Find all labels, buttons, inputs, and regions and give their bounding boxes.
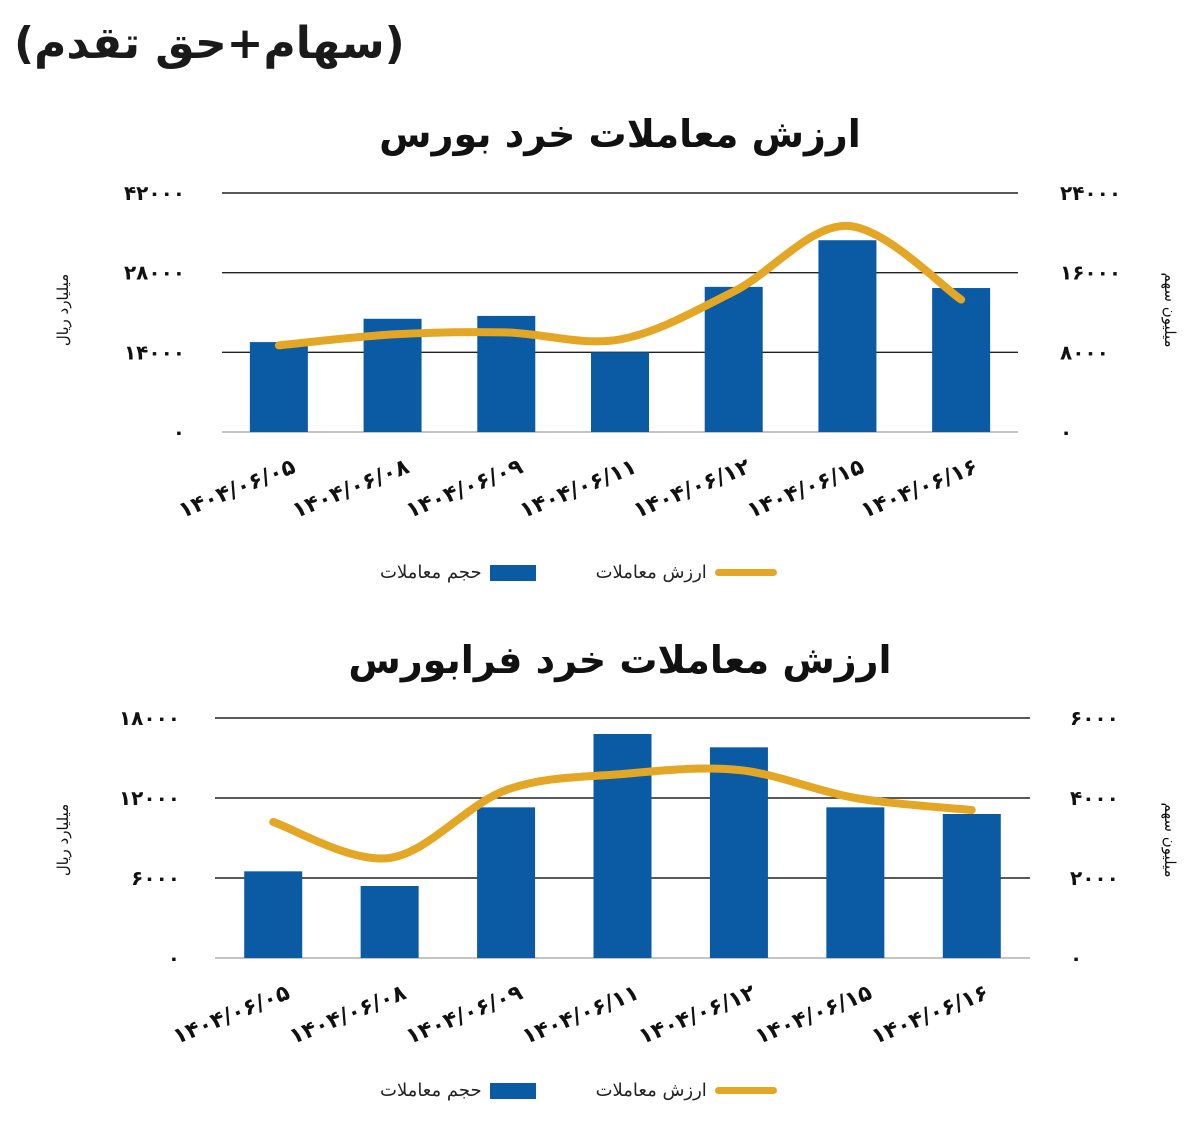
- left-tick-label: ۶۰۰۰: [131, 866, 180, 890]
- header-note: (سهام+حق تقدم): [14, 18, 405, 69]
- chart-title: ارزش معاملات خرد بورس: [379, 112, 861, 156]
- legend-bar-swatch: [489, 564, 536, 581]
- left-tick-label: ۴۲۰۰۰: [124, 181, 185, 205]
- left-tick-label: ۰: [168, 946, 180, 970]
- bar: [709, 747, 768, 958]
- bar: [244, 871, 303, 958]
- category-label: ۱۴۰۴/۰۶/۱۲: [635, 980, 759, 1050]
- bar: [591, 352, 649, 432]
- bar: [249, 342, 308, 432]
- y-axis-label-left: میلیارد ریال: [54, 274, 72, 346]
- right-tick-label: ۲۰۰۰: [1070, 866, 1119, 890]
- legend-label-volume: حجم معاملات: [380, 562, 482, 583]
- right-tick-label: ۶۰۰۰: [1070, 706, 1119, 730]
- right-tick-label: ۰: [1060, 420, 1072, 444]
- legend-item-volume: حجم معاملات: [380, 562, 536, 583]
- chart-title: ارزش معاملات خرد فرابورس: [348, 638, 892, 682]
- bar: [826, 807, 885, 958]
- chart-bourse: ارزش معاملات خرد بورس ۰ ۰ ۱۴۰۰۰ ۸۰۰۰ ۲۸۰۰۰ ۱۶…: [0, 100, 1200, 620]
- bar: [593, 734, 652, 958]
- legend-line-swatch: [714, 1087, 777, 1094]
- right-tick-label: ۸۰۰۰: [1060, 340, 1109, 364]
- category-label: ۱۴۰۴/۰۶/۰۵: [170, 980, 294, 1049]
- bar: [818, 240, 877, 432]
- category-label: ۱۴۰۴/۰۶/۰۵: [175, 454, 299, 523]
- chart-plot-bourse: ۰ ۰ ۱۴۰۰۰ ۸۰۰۰ ۲۸۰۰۰ ۱۶۰۰۰ ۴۲۰۰۰ ۲۴۰۰۰ میلیارد ر…: [54, 181, 1179, 524]
- chart-legend: ارزش معاملات حجم معاملات: [380, 1080, 777, 1101]
- category-label: ۱۴۰۴/۰۶/۱۶: [868, 980, 992, 1049]
- category-label: ۱۴۰۴/۰۶/۰۸: [286, 980, 410, 1050]
- category-label: ۱۴۰۴/۰۶/۰۸: [289, 454, 413, 524]
- right-tick-label: ۲۴۰۰۰: [1060, 181, 1121, 205]
- bar: [704, 286, 763, 432]
- category-label: ۱۴۰۴/۰۶/۰۹: [402, 980, 526, 1049]
- right-tick-label: ۱۶۰۰۰: [1060, 261, 1121, 285]
- right-tick-label: ۰: [1070, 946, 1082, 970]
- left-tick-label: ۱۲۰۰۰: [119, 786, 180, 810]
- chart-plot-farabourse: ۰ ۰ ۶۰۰۰ ۲۰۰۰ ۱۲۰۰۰ ۴۰۰۰ ۱۸۰۰۰ ۶۰۰۰ میلیارد ریال…: [54, 706, 1179, 1050]
- left-tick-label: ۲۸۰۰۰: [124, 261, 185, 285]
- legend-bar-swatch: [489, 1082, 536, 1099]
- category-label: ۱۴۰۴/۰۶/۱۲: [630, 454, 754, 524]
- left-tick-label: ۱۴۰۰۰: [124, 340, 185, 364]
- bar: [942, 814, 1001, 958]
- legend-label-volume: حجم معاملات: [380, 1080, 482, 1101]
- left-tick-label: ۰: [173, 420, 185, 444]
- legend-line-swatch: [714, 569, 777, 576]
- bar: [477, 807, 536, 958]
- category-label: ۱۴۰۴/۰۶/۰۹: [403, 454, 527, 523]
- legend-label-value: ارزش معاملات: [595, 562, 707, 583]
- category-label: ۱۴۰۴/۰۶/۱۱: [519, 980, 643, 1049]
- legend-item-volume: حجم معاملات: [380, 1080, 536, 1101]
- bar: [932, 288, 991, 432]
- category-label: ۱۴۰۴/۰۶/۱۶: [858, 454, 982, 523]
- category-label: ۱۴۰۴/۰۶/۱۵: [752, 980, 876, 1049]
- legend-label-value: ارزش معاملات: [595, 1080, 707, 1101]
- chart-legend: ارزش معاملات حجم معاملات: [380, 562, 777, 583]
- category-label: ۱۴۰۴/۰۶/۱۵: [744, 454, 868, 523]
- category-label: ۱۴۰۴/۰۶/۱۱: [516, 454, 640, 523]
- legend-item-value: ارزش معاملات: [596, 562, 777, 583]
- legend-item-value: ارزش معاملات: [596, 1080, 777, 1101]
- chart-farabourse: ارزش معاملات خرد فرابورس ۰ ۰ ۶۰۰۰ ۲۰۰۰ ۱۲۰۰۰…: [0, 630, 1200, 1135]
- left-tick-label: ۱۸۰۰۰: [119, 706, 180, 730]
- bar: [360, 886, 419, 958]
- y-axis-label-right: میلیون سهم: [1161, 802, 1179, 877]
- y-axis-label-right: میلیون سهم: [1161, 272, 1179, 347]
- y-axis-label-left: میلیارد ریال: [54, 804, 72, 876]
- right-tick-label: ۴۰۰۰: [1070, 786, 1119, 810]
